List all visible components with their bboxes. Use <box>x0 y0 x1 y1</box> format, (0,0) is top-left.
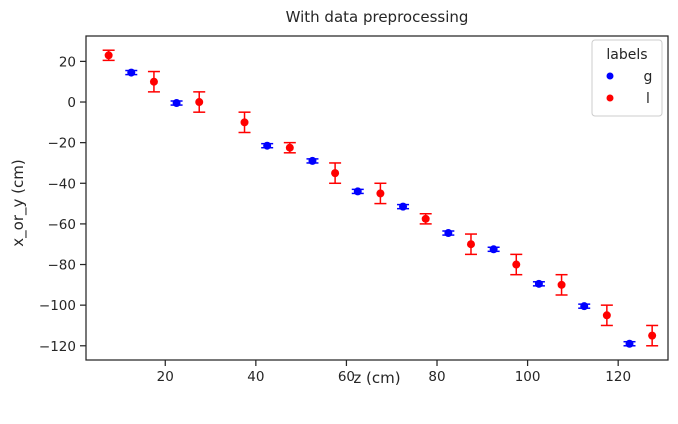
data-point-g <box>580 302 589 311</box>
data-point-g <box>399 202 408 211</box>
legend-label-l: l <box>646 91 650 107</box>
x-axis-label: z (cm) <box>353 369 400 387</box>
data-point-g <box>534 279 543 288</box>
x-tick-label: 100 <box>515 369 541 385</box>
y-tick-label: −60 <box>48 217 77 233</box>
y-tick-label: −40 <box>48 176 77 192</box>
data-point-g <box>127 68 136 77</box>
x-tick-label: 20 <box>157 369 174 385</box>
data-point-l <box>648 331 657 340</box>
x-tick-label: 40 <box>247 369 264 385</box>
x-tick-label: 120 <box>605 369 631 385</box>
plot-area: 20 40 60 80 100 120 20 0 −20 −40 −60 −80 −100 −120 lab… <box>39 35 669 385</box>
y-tick-label: −100 <box>39 298 76 314</box>
y-tick-label: −80 <box>48 258 77 274</box>
data-point-g <box>308 156 317 165</box>
data-point-g <box>625 339 634 348</box>
data-point-g <box>263 141 272 150</box>
y-tick-label: 0 <box>67 95 76 111</box>
y-tick-label: 20 <box>59 54 76 70</box>
chart-title: With data preprocessing <box>286 8 469 26</box>
data-point-g <box>172 99 181 108</box>
data-point-l <box>195 98 204 107</box>
data-point-l <box>376 189 385 198</box>
data-point-l <box>104 51 113 60</box>
data-point-l <box>421 214 430 223</box>
y-tick-label: −120 <box>39 339 76 355</box>
legend-marker-l <box>606 94 614 102</box>
y-axis-label: x_or_y (cm) <box>9 159 28 246</box>
data-point-l <box>331 169 340 178</box>
data-point-g <box>444 229 453 238</box>
y-tick-label: −20 <box>48 136 77 152</box>
data-point-g <box>489 245 498 254</box>
x-tick-label: 60 <box>338 369 355 385</box>
data-point-l <box>149 77 158 86</box>
plot-frame <box>85 35 669 361</box>
data-point-g <box>353 187 362 196</box>
legend-marker-g <box>606 72 614 80</box>
data-point-l <box>602 311 611 320</box>
legend-label-g: g <box>644 69 653 85</box>
data-point-l <box>512 260 521 269</box>
data-point-l <box>557 280 566 289</box>
x-tick-label: 80 <box>428 369 445 385</box>
data-point-l <box>285 143 294 152</box>
data-point-l <box>240 118 249 127</box>
legend-title: labels <box>606 47 647 63</box>
data-point-l <box>466 240 475 249</box>
